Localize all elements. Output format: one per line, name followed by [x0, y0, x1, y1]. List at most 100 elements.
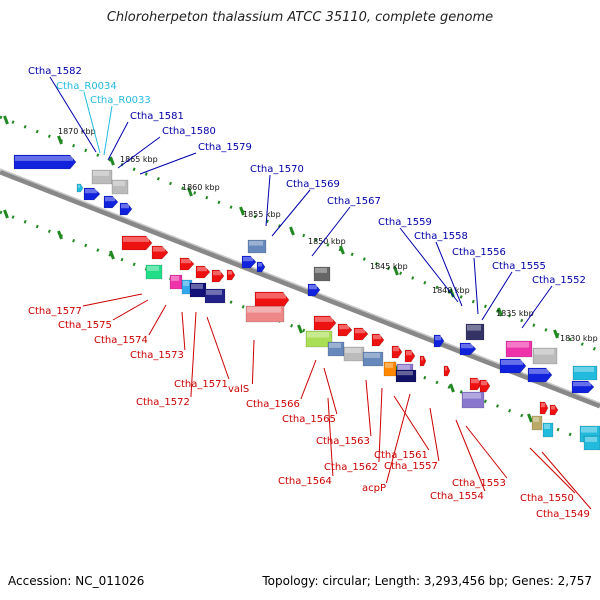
- major-tick: [393, 266, 399, 276]
- gene-label-ctha-1575: Ctha_1575: [58, 320, 112, 331]
- gene-label-ctha-1572: Ctha_1572: [136, 397, 190, 408]
- kbp-label: 1835 kbp: [496, 309, 534, 318]
- gene-feature-highlight: [147, 266, 159, 271]
- gene-label-ctha-1567: Ctha_1567: [327, 196, 381, 207]
- gene-feature: [121, 235, 153, 251]
- gene-feature: [151, 245, 169, 260]
- gene-feature-highlight: [544, 424, 550, 429]
- gene-feature-highlight: [123, 237, 149, 242]
- gene-feature: [195, 265, 211, 279]
- label-leader-line: [435, 241, 463, 307]
- label-leader-line: [103, 105, 113, 156]
- gene-feature: [313, 315, 337, 331]
- label-leader-line: [107, 121, 129, 161]
- gene-feature: [505, 340, 533, 358]
- gene-label-ctha-1574: Ctha_1574: [94, 335, 148, 346]
- gene-feature-highlight: [249, 241, 263, 246]
- gene-feature: [13, 154, 77, 170]
- gene-feature: [539, 401, 549, 415]
- gene-feature: [542, 422, 554, 438]
- gene-feature-highlight: [243, 257, 253, 262]
- gene-label-ctha-1550: Ctha_1550: [520, 493, 574, 504]
- major-tick: [109, 250, 115, 260]
- kbp-label: 1855 kbp: [243, 210, 281, 219]
- kbp-label: 1850 kbp: [308, 237, 346, 246]
- gene-feature-highlight: [113, 181, 125, 186]
- gene-feature-highlight: [533, 417, 539, 422]
- gene-feature-highlight: [191, 284, 203, 289]
- label-leader-line: [265, 174, 271, 227]
- gene-feature: [337, 323, 353, 337]
- gene-label-ctha-1562: Ctha_1562: [324, 462, 378, 473]
- gene-feature-highlight: [206, 290, 222, 295]
- gene-feature-highlight: [463, 393, 481, 399]
- gene-label-ctha-1580: Ctha_1580: [162, 126, 216, 137]
- gene-feature-highlight: [393, 347, 399, 352]
- gene-feature: [119, 202, 133, 216]
- gene-label-ctha-1549: Ctha_1549: [536, 509, 590, 520]
- gene-label-ctha-1577: Ctha_1577: [28, 306, 82, 317]
- label-leader-line: [429, 407, 440, 462]
- gene-feature: [245, 305, 285, 323]
- label-leader-line: [190, 311, 197, 398]
- gene-feature-highlight: [373, 335, 381, 340]
- gene-feature-highlight: [467, 325, 481, 331]
- gene-label-ctha-r0033: Ctha_R0033: [90, 95, 151, 106]
- gene-feature-highlight: [93, 171, 109, 176]
- label-leader-line: [82, 293, 143, 307]
- major-tick: [497, 307, 503, 317]
- gene-feature-highlight: [435, 336, 441, 341]
- gene-feature: [211, 269, 225, 283]
- genome-summary-text: Topology: circular; Length: 3,293,456 bp…: [262, 574, 592, 588]
- gene-feature: [461, 391, 485, 409]
- label-leader-line: [473, 257, 479, 315]
- gene-label-vals: valS: [228, 384, 249, 395]
- gene-feature: [571, 380, 595, 394]
- label-leader-line: [117, 136, 161, 169]
- label-leader-lines: [49, 76, 592, 510]
- gene-label-ctha-1552: Ctha_1552: [532, 275, 586, 286]
- gene-labels: Ctha_1582 Ctha_R0034 Ctha_R0033 Ctha_1581 Ct…: [28, 66, 590, 520]
- gene-label-ctha-1563: Ctha_1563: [316, 436, 370, 447]
- label-leader-line: [323, 367, 338, 415]
- gene-feature: [179, 257, 195, 271]
- gene-feature: [103, 195, 119, 209]
- gene-label-ctha-1554: Ctha_1554: [430, 491, 484, 502]
- gene-feature: [531, 415, 543, 431]
- label-leader-line: [393, 395, 430, 451]
- gene-feature-highlight: [364, 353, 380, 358]
- gene-feature-highlight: [397, 371, 413, 376]
- gene-feature: [247, 239, 267, 254]
- gene-feature: [443, 365, 451, 377]
- kbp-label: 1860 kbp: [182, 183, 220, 192]
- gene-feature-highlight: [315, 317, 333, 322]
- label-leader-line: [83, 91, 101, 154]
- gene-feature: [76, 183, 84, 193]
- label-leader-line: [300, 359, 317, 400]
- accession-text: Accession: NC_011026: [8, 574, 145, 588]
- label-leader-line: [385, 393, 411, 484]
- label-leader-line: [271, 189, 311, 237]
- gene-label-ctha-1579: Ctha_1579: [198, 142, 252, 153]
- gene-feature: [404, 349, 416, 363]
- gene-feature: [459, 342, 477, 356]
- gene-label-ctha-r0034: Ctha_R0034: [56, 81, 117, 92]
- gene-feature-highlight: [197, 267, 207, 272]
- label-leader-line: [399, 227, 459, 303]
- major-tick: [297, 324, 303, 334]
- gene-feature: [527, 367, 553, 383]
- gene-label-ctha-1573: Ctha_1573: [130, 350, 184, 361]
- gene-feature: [313, 266, 331, 282]
- kbp-label: 1870 kbp: [58, 127, 96, 136]
- gene-feature: [532, 347, 558, 365]
- gene-label-ctha-1565: Ctha_1565: [282, 414, 336, 425]
- gene-feature: [226, 269, 236, 281]
- label-leader-line: [521, 285, 553, 329]
- gene-feature: [145, 264, 163, 280]
- gene-feature: [395, 369, 417, 383]
- gene-feature: [549, 404, 559, 416]
- gene-feature-highlight: [385, 363, 393, 368]
- major-tick: [187, 187, 193, 197]
- kbp-label: 1845 kbp: [370, 262, 408, 271]
